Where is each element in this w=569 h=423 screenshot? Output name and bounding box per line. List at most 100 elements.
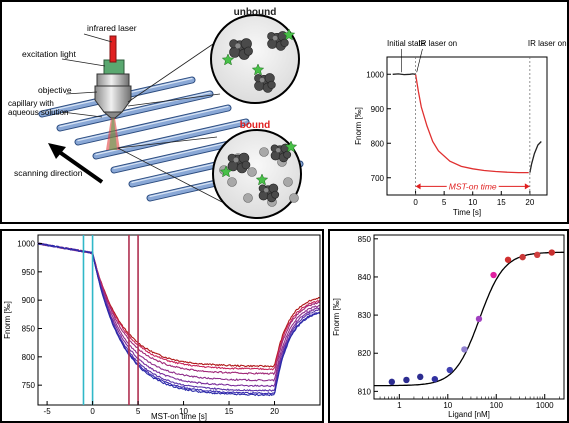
binding-data-point [475, 315, 483, 323]
mst-setup-panel: infrared laser excitation light objectiv… [0, 0, 569, 224]
capillary-label-line1: capillary with [8, 99, 54, 108]
protein-subunit [271, 190, 280, 199]
binding-data-point [504, 256, 512, 263]
x-tick-label: -5 [44, 407, 52, 416]
fluorescent-label-star [219, 165, 233, 178]
fluorescent-label-star [282, 28, 296, 41]
y-tick-label: 1000 [17, 240, 35, 249]
annotation-laser-on-2: IR laser on [528, 39, 567, 48]
protein-highlight [235, 43, 241, 49]
y-tick-label: 810 [358, 387, 372, 396]
plot-frame [386, 56, 548, 196]
mst-on-time-label-bg [446, 180, 499, 192]
x-tick-label: 20 [525, 198, 534, 207]
mst-on-time-label: MST-on time [449, 181, 497, 191]
annotation-initial-state: Initial state [387, 39, 426, 48]
plot-frame [37, 234, 321, 406]
ligand-molecule [247, 167, 257, 177]
plot-frame [373, 234, 565, 400]
protein-subunit [241, 160, 251, 170]
y-tick-label: 900 [371, 105, 385, 114]
capillary-label-line2: aqueous solution [8, 108, 69, 117]
y-tick-label: 820 [358, 349, 372, 358]
binding-fit-curve [374, 251, 564, 387]
protein-highlight [263, 187, 269, 193]
annotation-pointer [416, 48, 423, 73]
x-axis-label: MST-on time [s] [151, 412, 207, 421]
trace-series-line [414, 74, 529, 174]
x-tick-label: 0 [90, 407, 95, 416]
mst-trace-series [37, 242, 320, 397]
protein-subunit [267, 38, 278, 49]
bound-zoom-circle [212, 129, 302, 219]
capillary-tube [75, 105, 231, 145]
capillary-highlight [95, 119, 247, 156]
capillary-highlight [77, 105, 229, 142]
y-tick-label: 750 [22, 381, 36, 390]
protein-subunit [227, 160, 239, 172]
binding-data-point [519, 253, 526, 261]
x-tick-label: 15 [497, 198, 506, 207]
y-tick-label: 830 [358, 311, 372, 320]
y-axis-label: Fnorm [‰] [3, 301, 12, 339]
capillary-tube [93, 119, 249, 159]
x-tick-label: 0 [413, 198, 418, 207]
protein-highlight [272, 35, 278, 41]
binding-curve-panel: 1 10 100 1000 810 820 830 840 850 Ligand [nM] Fnor… [328, 229, 569, 423]
x-tick-label: 10 [443, 401, 452, 410]
x-tick-label: 10 [468, 198, 477, 207]
protein-highlight [259, 77, 265, 83]
ligand-molecule [289, 193, 299, 203]
y-tick-label: 700 [371, 174, 385, 183]
excitation-light-label: excitation light [22, 49, 77, 59]
binding-data-point [490, 271, 497, 279]
binding-data-point [417, 373, 424, 381]
y-axis-label: Fnorm [‰] [354, 107, 363, 145]
annotation-laser-on: IR laser on [418, 39, 457, 48]
x-tick-label: 1000 [536, 401, 554, 410]
mst-traces-chart: -5 0 5 10 15 20 750 800 850 900 950 1000 MST-on time… [3, 234, 321, 421]
trace-series-line [392, 73, 416, 76]
thermophoresis-trace-chart: 0 5 10 15 20 700 800 900 1000 Time [s] Fnorm [‰] In… [354, 39, 567, 217]
y-tick-label: 950 [22, 268, 36, 277]
x-tick-label: 1 [397, 401, 402, 410]
mst-trace-series [37, 242, 320, 395]
protein-subunit [283, 150, 292, 159]
x-tick-label: 100 [490, 401, 504, 410]
y-axis-label: Fnorm [‰] [332, 298, 341, 336]
unbound-zoom-circle [210, 14, 300, 104]
x-tick-label: 15 [225, 407, 234, 416]
mst-traces-panel: -5 0 5 10 15 20 750 800 850 900 950 1000 MST-on time… [0, 229, 324, 423]
protein-subunit [280, 38, 289, 47]
protein-subunit [254, 80, 265, 91]
objective-lens [94, 35, 132, 150]
y-tick-label: 800 [22, 353, 36, 362]
x-axis-label: Time [s] [453, 208, 481, 217]
y-tick-label: 900 [22, 296, 36, 305]
y-tick-label: 850 [358, 235, 372, 244]
y-tick-label: 840 [358, 273, 372, 282]
binding-data-point [403, 376, 410, 384]
arrow-head-right [524, 183, 530, 190]
fluorescent-label-star [251, 63, 265, 76]
binding-data-point [534, 251, 541, 259]
x-tick-label: 20 [270, 407, 279, 416]
unbound-label: unbound [234, 7, 277, 18]
trace-series-line [529, 141, 542, 173]
protein-highlight [233, 157, 239, 163]
ligand-molecule [283, 177, 293, 187]
fluorescent-label-star [284, 140, 298, 153]
mst-setup-figure: infrared laser excitation light objectiv… [8, 7, 567, 219]
scanning-direction-arrow [48, 143, 104, 184]
binding-data-point [461, 346, 468, 353]
protein-subunit [258, 190, 269, 201]
protein-subunit [267, 80, 276, 89]
protein-subunit [243, 46, 253, 56]
y-tick-label: 800 [371, 139, 385, 148]
arrow-head-left [415, 183, 421, 190]
protein-subunit [229, 46, 241, 58]
ligand-molecule [259, 147, 269, 157]
binding-data-point [446, 366, 454, 374]
x-tick-label: 10 [179, 407, 188, 416]
ligand-molecule [227, 177, 237, 187]
